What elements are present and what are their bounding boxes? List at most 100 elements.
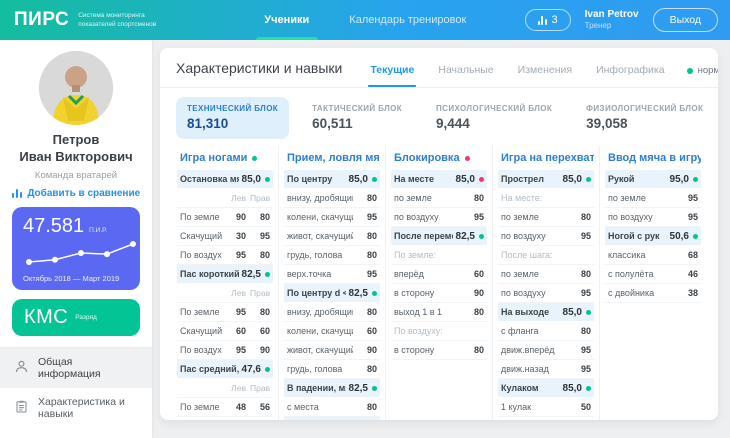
add-to-compare-link[interactable]: Добавить в сравнение <box>0 188 152 199</box>
skill-label: Пас средний, длинный <box>180 364 239 374</box>
app-logo: ПИРС <box>14 9 70 30</box>
stat-block[interactable]: ФИЗИОЛОГИЧЕСКИЙ БЛОК 39,058 <box>575 97 714 139</box>
detail-label: по земле <box>608 193 646 203</box>
detail-value: 95 <box>580 345 591 355</box>
tab[interactable]: Инфографика <box>596 64 665 76</box>
rank-value: КМС <box>24 305 69 328</box>
detail-value: 80 <box>366 250 377 260</box>
detail-label: Скачущий <box>180 231 222 241</box>
skill-detail-row: живот, скачущий 80 <box>284 227 380 246</box>
status-dot <box>479 176 484 182</box>
skill-detail-row: с двойника 38 <box>605 284 701 303</box>
detail-label: колени, скачущий <box>287 212 353 222</box>
detail-value: 80 <box>580 326 591 336</box>
skill-detail-row: колени, скачущий 95 <box>284 208 380 227</box>
skill-detail-row: выход 1 в 1 80 <box>391 303 487 322</box>
right-value: 56 <box>259 402 270 412</box>
skill-detail-row: по земле 95 <box>605 189 701 208</box>
nav-item[interactable]: Ученики <box>244 0 329 40</box>
stat-block-value: 39,058 <box>586 116 628 131</box>
skill-row: Ногой с рук 50,6 <box>605 227 701 246</box>
skill-detail-row: с фланга 80 <box>498 322 594 341</box>
skill-column-title: Ввод мяча в игру <box>605 146 701 170</box>
detail-value: 90 <box>473 288 484 298</box>
skill-value: 82,5 <box>348 287 368 299</box>
rating-sparkline <box>26 240 136 265</box>
stats-badge[interactable]: 3 <box>524 9 571 31</box>
left-right-header-row: Лев Прав <box>177 189 273 208</box>
skill-column-title: Игра на перехвате <box>498 146 594 170</box>
status-dot <box>265 366 270 372</box>
detail-value: 80 <box>580 212 591 222</box>
sidebar-item[interactable]: Характеристика и навыки <box>0 388 152 428</box>
detail-label: верх.точка <box>287 269 332 279</box>
stat-block[interactable]: ТЕХНИЧЕСКИЙ БЛОК 81,310 <box>176 97 290 139</box>
skill-label: Остановка мяча <box>180 174 239 184</box>
detail-label: вперёд <box>394 269 424 279</box>
stat-block[interactable]: ПСИХОЛОГИЧЕСКИЙ БЛОК 9,444 <box>425 97 563 139</box>
sidebar-item[interactable]: Состояние здоровья <box>0 428 152 438</box>
detail-value: 46 <box>687 269 698 279</box>
detail-value: 80 <box>366 364 377 374</box>
skill-detail-row: по воздуху 95 <box>498 227 594 246</box>
right-col-header: Прав <box>250 288 271 298</box>
skill-row: На выходе 85,0 <box>498 303 594 322</box>
status-dot <box>252 155 258 161</box>
right-value: 60 <box>259 326 270 336</box>
detail-label: с фланга <box>501 326 539 336</box>
stat-block[interactable]: ТАКТИЧЕСКИЙ БЛОК 60,511 <box>301 97 413 139</box>
skill-value: 85,0 <box>562 382 582 394</box>
skill-detail-row: грудь, голова 80 <box>284 360 380 379</box>
status-dot <box>479 233 484 239</box>
skill-row: Пас короткий 82,5 <box>177 265 273 284</box>
tab[interactable]: Начальные <box>438 64 494 76</box>
subheader-label: После шага: <box>501 250 553 260</box>
status-dot <box>464 155 470 161</box>
skill-row: Кулаком 85,0 <box>498 379 594 398</box>
skill-value: 85,0 <box>562 306 582 318</box>
sidebar-item[interactable]: Общая информация <box>0 347 152 388</box>
skill-detail-row: колени, скачущий 60 <box>284 322 380 341</box>
nav-item[interactable]: Календарь тренировок <box>349 14 467 26</box>
left-col-header: Лев <box>231 383 246 393</box>
skill-column: Прием, ловля мяча По центру 85,0 внизу, дро… <box>279 146 386 420</box>
main-panel: Характеристики и навыки Текущие Начальные… <box>160 48 718 420</box>
skill-row: Остановка мяча85,0 <box>177 170 273 189</box>
skill-value: 85,0 <box>348 173 368 185</box>
skill-detail-row: движ.вперёд 95 <box>498 341 594 360</box>
rank-card: КМС Разряд <box>12 298 140 336</box>
skill-detail-row: По земле 90 80 <box>177 208 273 227</box>
group-subheader-row: По земле: <box>391 246 487 265</box>
skill-column-title-text: Блокировка <box>394 152 460 164</box>
detail-value: 80 <box>366 307 377 317</box>
detail-label: с двойника <box>608 288 655 298</box>
skill-row: Рукой 95,0 <box>605 170 701 189</box>
skill-column-title: Прием, ловля мяча <box>284 146 380 170</box>
tab[interactable]: Текущие <box>368 64 417 87</box>
stat-block-label: ФИЗИОЛОГИЧЕСКИЙ БЛОК <box>586 104 704 113</box>
detail-label: движ.вперёд <box>501 345 555 355</box>
skill-detail-row: по земле 80 <box>498 265 594 284</box>
detail-value: 80 <box>366 231 377 241</box>
tab[interactable]: Изменения <box>517 64 573 76</box>
right-value: 95 <box>259 231 270 241</box>
current-user[interactable]: Ivan Petrov Тренер <box>585 9 639 32</box>
skill-column: Ввод мяча в игру Рукой 95,0 по земле 95 по во… <box>600 146 706 420</box>
detail-label: По земле <box>180 402 220 412</box>
left-value: 90 <box>235 212 246 222</box>
left-value: 30 <box>235 231 246 241</box>
left-col-header: Лев <box>231 288 246 298</box>
skill-row: По центру d < 1,0 м82,5 <box>284 284 380 303</box>
skill-label: Пас короткий <box>180 269 239 279</box>
subheader-label: По воздуху: <box>394 326 443 336</box>
detail-value: 95 <box>687 212 698 222</box>
detail-label: классика <box>608 250 646 260</box>
detail-label: Скачущий <box>180 326 222 336</box>
skill-row: После перемещения82,5 <box>391 227 487 246</box>
detail-value: 80 <box>366 193 377 203</box>
detail-value: 68 <box>687 250 698 260</box>
skill-detail-row: вперёд 60 <box>391 265 487 284</box>
athlete-team: Команда вратарей <box>34 169 118 181</box>
skill-detail-row: в сторону 90 <box>391 284 487 303</box>
logout-button[interactable]: Выход <box>652 8 718 32</box>
